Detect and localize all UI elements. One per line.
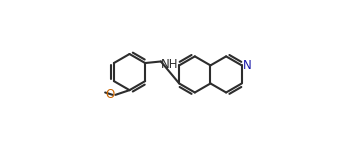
Text: O: O xyxy=(105,88,115,101)
Text: N: N xyxy=(243,59,252,72)
Text: NH: NH xyxy=(161,58,179,71)
